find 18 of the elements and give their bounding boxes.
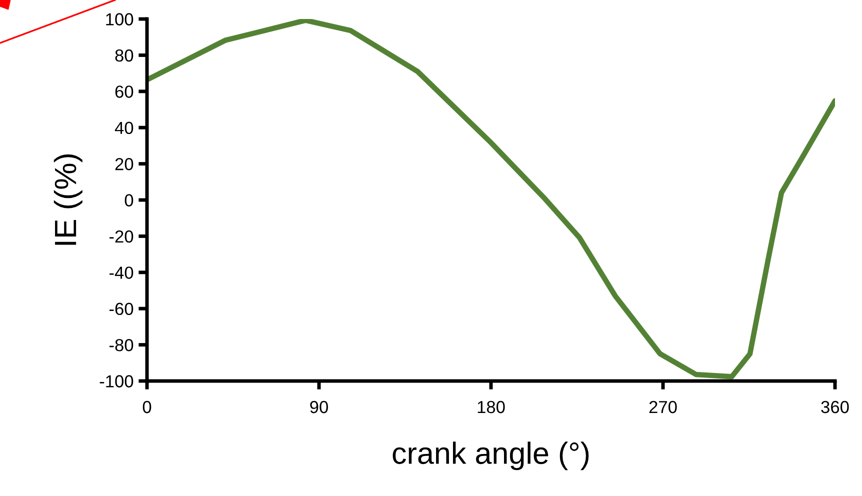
y-tick-label: -80 [109, 338, 134, 352]
y-tick-label: 0 [124, 194, 134, 206]
y-tick-label: 100 [106, 13, 134, 26]
y-tick-label: -60 [109, 302, 134, 316]
x-axis-title: crank angle (°) [392, 442, 589, 470]
y-tick-label: -40 [109, 266, 134, 279]
y-tick-label: -20 [109, 230, 134, 243]
y-tick-label: -100 [100, 375, 134, 388]
x-tick-label: 0 [142, 400, 152, 414]
x-tick-label: 360 [821, 400, 849, 414]
x-tick-label: 90 [310, 400, 328, 414]
y-tick-label: 20 [115, 158, 134, 170]
y-tick-label: 40 [114, 122, 134, 134]
y-tick-label: 80 [115, 49, 134, 62]
x-tick-label: 270 [649, 400, 677, 414]
y-axis-title: IE ((%) [54, 154, 82, 245]
x-tick-label: 180 [478, 400, 505, 414]
y-tick-label: 60 [115, 86, 134, 98]
